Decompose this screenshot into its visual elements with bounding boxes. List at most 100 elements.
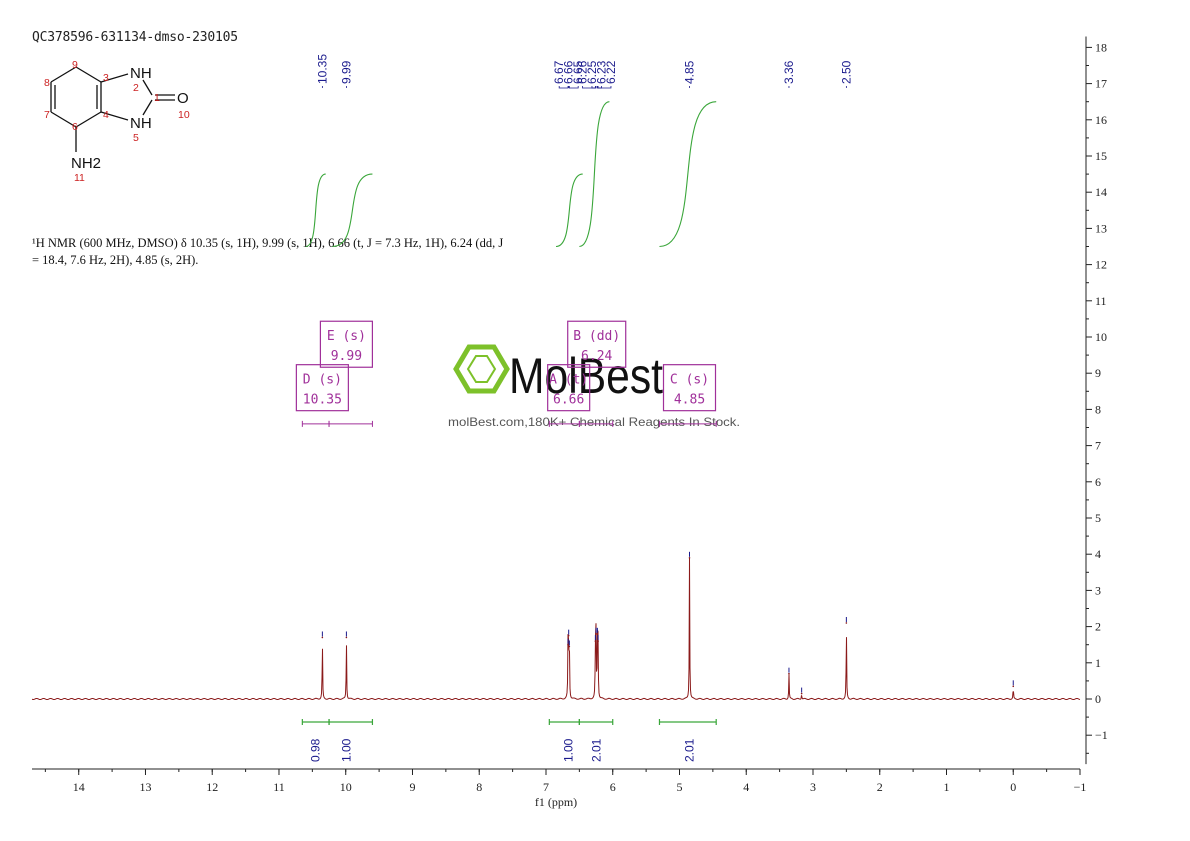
- integral-value: 2.01: [590, 738, 604, 762]
- y-tick-label: 11: [1095, 294, 1107, 308]
- atom-number-9: 9: [72, 59, 78, 71]
- x-axis-title: f1 (ppm): [535, 795, 577, 809]
- x-tick-label: 6: [610, 780, 616, 794]
- integral-value: 2.01: [683, 738, 697, 762]
- y-tick-label: −1: [1095, 728, 1108, 742]
- peak-maximum: [845, 622, 848, 624]
- x-tick-label: 7: [543, 780, 549, 794]
- peak-label-leader: [597, 86, 612, 89]
- axes: 14 13 12 11 10 9 8 7 6 5 4 3 2 1 0 −1181716151413121110…: [32, 36, 1108, 794]
- peak-label: 6.25: [585, 60, 599, 84]
- atom-nh2-11: NH2: [71, 155, 101, 172]
- y-tick-label: 8: [1095, 402, 1101, 416]
- y-tick-label: 18: [1095, 40, 1107, 54]
- x-tick-label: 2: [877, 780, 883, 794]
- peak-maximum: [567, 643, 569, 646]
- y-tick-label: 17: [1095, 77, 1107, 91]
- y-tick-label: 12: [1095, 258, 1107, 272]
- atom-nh-2: NH: [130, 65, 152, 82]
- y-tick-label: 6: [1095, 475, 1101, 489]
- y-tick-label: 3: [1095, 583, 1101, 597]
- x-tick-label: 3: [810, 780, 816, 794]
- peak-maximum: [321, 636, 324, 639]
- peak-maximum: [788, 672, 790, 675]
- atom-number-3: 3: [103, 72, 109, 84]
- peak-maximum: [596, 633, 599, 635]
- spectrum-line: [31, 558, 1081, 701]
- bond: [142, 99, 153, 116]
- x-tick-label: 9: [409, 780, 415, 794]
- peak-maximum: [800, 692, 803, 695]
- peak-label: 4.85: [683, 60, 697, 84]
- integral-value: 1.00: [339, 738, 353, 762]
- peak-maximum: [345, 636, 348, 639]
- peak-maximum: [595, 633, 597, 635]
- integral-curve: [579, 101, 610, 248]
- integral-curve: [332, 173, 373, 248]
- peak-labels: 10.35 9.99 6.676.666.656.266.256.236.22 4.8…: [315, 54, 853, 89]
- y-tick-label: 13: [1095, 221, 1107, 235]
- integral-curve: [305, 173, 326, 248]
- peak-label: 9.99: [339, 60, 353, 84]
- x-tick-label: 11: [273, 780, 285, 794]
- integral-curve: [555, 173, 583, 248]
- peak-maximum: [597, 640, 599, 642]
- peak-label: 2.50: [839, 60, 853, 84]
- multiplet-id: A (t): [549, 373, 588, 388]
- multiplet-shift: 6.24: [581, 349, 612, 364]
- nmr-description: ¹H NMR (600 MHz, DMSO) δ 10.35 (s, 1H), …: [32, 235, 632, 269]
- x-tick-label: 1: [943, 780, 949, 794]
- multiplet-id: E (s): [327, 329, 366, 344]
- bond: [75, 66, 102, 83]
- bond: [75, 111, 102, 128]
- integral-curves: [305, 101, 717, 248]
- multiplet-shift: 10.35: [303, 393, 342, 408]
- peak-label: 6.22: [604, 60, 618, 84]
- watermark-tagline: molBest.com,180K+ Chemical Reagents In S…: [448, 415, 740, 429]
- peak-label: 6.67: [552, 60, 566, 84]
- multiplet-id: C (s): [670, 373, 709, 388]
- atom-number-2: 2: [133, 82, 139, 94]
- atom-number-8: 8: [44, 77, 50, 89]
- nmr-description-line-1: ¹H NMR (600 MHz, DMSO) δ 10.35 (s, 1H), …: [32, 236, 504, 250]
- x-tick-label: 0: [1010, 780, 1016, 794]
- bond: [100, 73, 129, 83]
- x-tick-label: 5: [676, 780, 682, 794]
- peak-label-leader: [558, 86, 569, 89]
- watermark: MolBest molBest.com,180K+ Chemical Reage…: [448, 344, 740, 429]
- peak-label: 6.23: [594, 60, 608, 84]
- bond: [50, 66, 77, 83]
- atom-number-1: 1: [154, 92, 160, 104]
- multiplet-box: [662, 364, 717, 412]
- peak-label: 6.65: [571, 60, 585, 84]
- x-tick-label: 10: [340, 780, 352, 794]
- sample-id: QC378596-631134-dmso-230105: [32, 30, 238, 45]
- atom-nh-5: NH: [130, 115, 152, 132]
- peak-label: 10.35: [315, 54, 329, 84]
- y-tick-label: 0: [1095, 692, 1101, 706]
- y-tick-label: 4: [1095, 547, 1101, 561]
- x-tick-label: 4: [743, 780, 749, 794]
- peak-maximum: [688, 557, 691, 559]
- peak-label-leader: [568, 86, 579, 89]
- integral-curve: [659, 101, 717, 248]
- nmr-description-line-2: = 18.4, 7.6 Hz, 2H), 4.85 (s, 2H).: [32, 253, 199, 267]
- bond: [50, 111, 77, 128]
- integral-bars: 0.98 1.00 1.00 2.01 2.01: [301, 719, 717, 762]
- peak-label: 6.26: [575, 60, 589, 84]
- x-tick-label: 12: [206, 780, 218, 794]
- peak-maximum: [567, 634, 570, 637]
- peak-maximum: [568, 645, 571, 648]
- atom-number-11: 11: [74, 172, 85, 184]
- peak-maximum: [594, 640, 597, 642]
- multiplet-id: B (dd): [573, 329, 620, 344]
- multiplet-box: [567, 320, 627, 368]
- peak-label-leader: [582, 86, 596, 89]
- atom-o-10: O: [177, 90, 189, 107]
- y-tick-label: 2: [1095, 620, 1101, 634]
- x-tick-label: 13: [139, 780, 151, 794]
- multiplet-annotations: D (s) 10.35 E (s) 9.99 A (t) 6.66 B (dd) 6.24 C …: [295, 320, 717, 427]
- multiplet-shift: 6.66: [553, 393, 584, 408]
- multiplet-box: [547, 364, 591, 412]
